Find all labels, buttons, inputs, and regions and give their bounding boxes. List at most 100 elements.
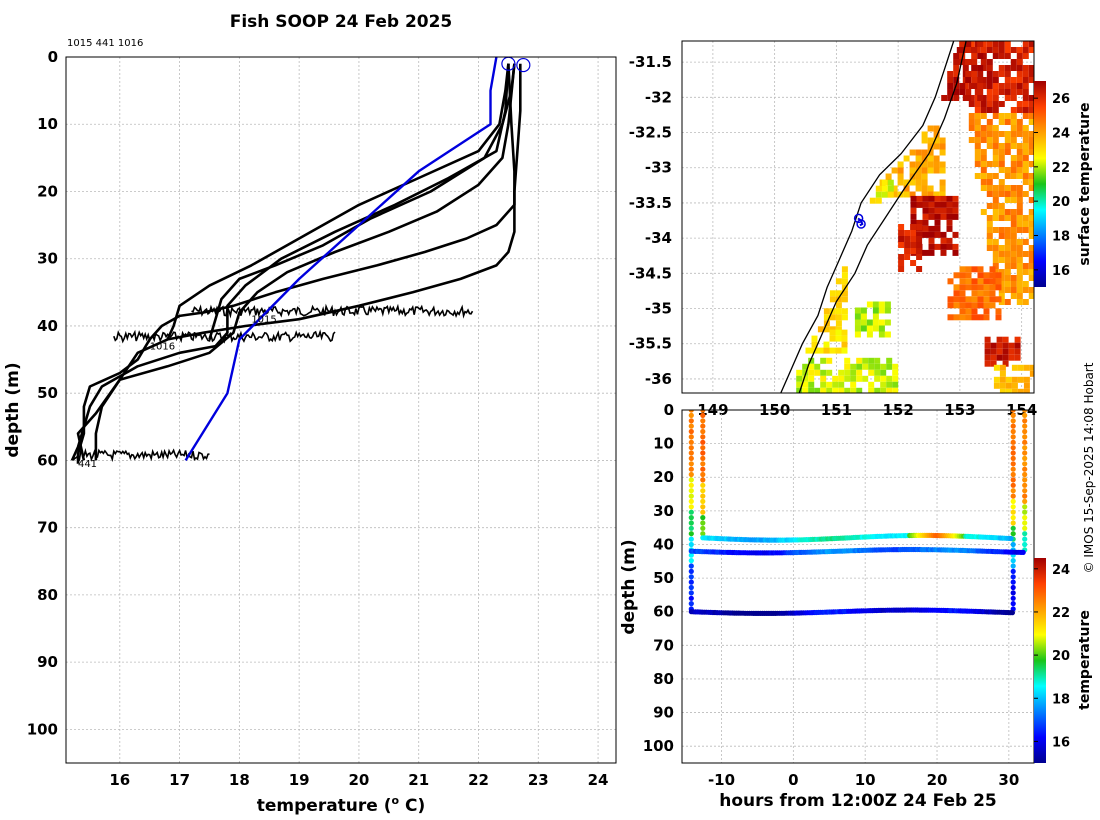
sst-pixel	[1010, 275, 1017, 281]
sst-pixel	[823, 314, 830, 321]
section-dot	[1010, 434, 1016, 440]
section-dot	[700, 410, 706, 413]
sst-colorbar-tick-label: 20	[1052, 195, 1070, 210]
sst-pixel	[996, 336, 1003, 343]
sst-pixel	[1010, 293, 1017, 299]
sst-pixel	[998, 167, 1005, 173]
sst-pixel	[1022, 113, 1029, 119]
sst-pixel	[910, 195, 917, 202]
sst-pixel	[835, 314, 842, 321]
sst-pixel	[993, 382, 1000, 389]
sst-pixel	[872, 307, 879, 314]
section-dot	[700, 445, 706, 451]
sst-pixel	[814, 363, 821, 370]
section-dot	[1010, 568, 1016, 575]
sst-pixel	[835, 347, 842, 354]
sst-pixel	[965, 272, 972, 279]
section-dot	[1022, 450, 1028, 456]
sst-pixel	[965, 89, 972, 95]
sst-pixel	[974, 149, 981, 155]
section-dot	[688, 595, 694, 601]
sst-pixel	[980, 107, 987, 113]
sst-pixel	[927, 167, 934, 174]
sst-pixel	[992, 125, 999, 131]
sst-pixel	[886, 357, 893, 364]
sst-pixel	[1004, 209, 1011, 215]
sst-pixel	[947, 71, 954, 77]
sst-pixel	[1004, 113, 1011, 119]
sst-pixel	[959, 266, 966, 273]
sst-pixel	[866, 325, 873, 332]
x-tick-label: 17	[169, 771, 190, 789]
sst-pixel	[910, 213, 917, 220]
sst-pixel	[862, 363, 869, 370]
sst-pixel	[1028, 209, 1034, 215]
sst-pixel	[832, 375, 839, 382]
sst-pixel	[989, 302, 996, 309]
sst-pixel	[927, 191, 934, 198]
sst-pixel	[928, 201, 935, 208]
sst-pixel	[1016, 131, 1023, 137]
sst-pixel	[921, 185, 928, 192]
sst-pixel	[928, 225, 935, 232]
sst-pixel	[910, 236, 917, 242]
section-dot	[688, 601, 694, 607]
sst-pixel	[835, 320, 842, 327]
sst-pixel	[986, 143, 993, 149]
sst-pixel	[878, 301, 885, 308]
sst-pixel	[1016, 215, 1023, 221]
sst-pixel	[1022, 77, 1029, 83]
sst-pixel	[910, 242, 917, 248]
latitude-tick-label: -33.5	[629, 194, 672, 212]
profile-id-label: 1015	[251, 315, 276, 326]
section-dot	[1010, 439, 1016, 445]
depth-tick-label: 70	[653, 636, 674, 654]
section-dot	[700, 504, 706, 510]
sst-pixel	[989, 272, 996, 279]
profile-frame	[65, 56, 617, 764]
sst-pixel	[1029, 364, 1034, 371]
sst-pixel	[974, 47, 981, 53]
sst-pixel	[1004, 131, 1011, 137]
section-dot	[1010, 601, 1016, 607]
sst-pixel	[947, 314, 954, 321]
sst-pixel	[904, 254, 911, 260]
sst-pixel	[971, 290, 978, 297]
sst-pixel	[915, 167, 922, 174]
sst-pixel	[1008, 348, 1015, 355]
x-label-prefix: temperature (	[257, 796, 392, 816]
sst-pixel	[998, 179, 1005, 185]
sst-pixel	[886, 387, 893, 393]
sst-pixel	[1028, 275, 1034, 281]
sst-pixel	[984, 348, 991, 355]
section-dot	[688, 482, 694, 488]
sst-pixel	[934, 231, 941, 238]
sst-pixel	[805, 347, 812, 354]
sst-pixel	[992, 149, 999, 155]
sst-pixel	[927, 185, 934, 192]
sst-pixel	[808, 369, 815, 376]
sst-pixel	[796, 369, 803, 376]
sst-pixel	[989, 290, 996, 297]
sst-pixel	[962, 65, 969, 71]
section-dot	[1020, 549, 1026, 556]
sst-pixel	[952, 201, 959, 208]
sst-pixel	[817, 347, 824, 354]
sst-pixel	[959, 308, 966, 315]
sst-pixel	[959, 59, 966, 65]
sst-pixel	[984, 360, 991, 367]
section-dot	[1010, 515, 1016, 521]
sst-pixel	[939, 161, 946, 168]
sst-pixel	[854, 313, 861, 320]
surface-markers	[501, 56, 531, 73]
sst-pixel	[832, 387, 839, 393]
sst-pixel	[933, 167, 940, 174]
sst-pixel	[1016, 155, 1023, 161]
sst-pixel	[1028, 245, 1034, 251]
sst-pixel	[1028, 143, 1034, 149]
sst-pixel	[980, 95, 987, 101]
sst-pixel	[977, 272, 984, 279]
sst-pixel	[940, 231, 947, 238]
sst-pixel	[838, 387, 845, 393]
sst-pixel	[915, 179, 922, 186]
